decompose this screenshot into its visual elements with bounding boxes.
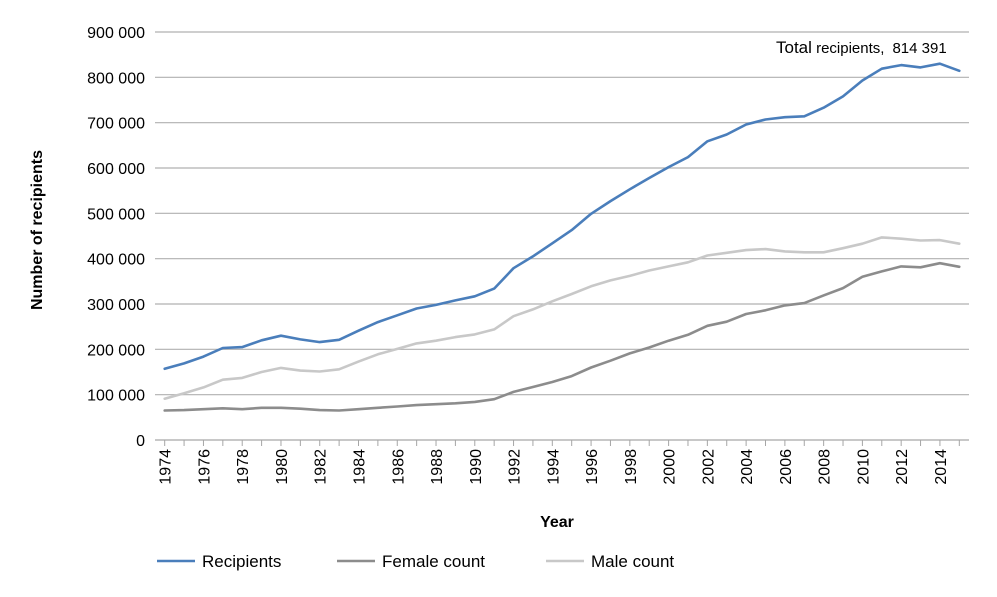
x-tick-label: 1980	[274, 449, 291, 485]
y-tick-label: 0	[136, 433, 145, 450]
annotation-text: recipients,	[812, 40, 885, 57]
y-tick-label: 600 000	[87, 161, 145, 178]
x-tick-label: 2012	[894, 449, 911, 485]
x-tick-label: 1984	[352, 449, 369, 485]
annotation-value: 814 391	[892, 40, 946, 57]
x-tick-label: 2010	[855, 449, 872, 485]
x-tick-label: 1974	[158, 449, 175, 485]
legend: Recipients Female count Male count	[157, 552, 674, 571]
annotation-bold: Total	[776, 38, 812, 57]
x-tick-label: 2006	[778, 449, 795, 485]
y-tick-label: 400 000	[87, 252, 145, 269]
x-tick-label: 1996	[584, 449, 601, 485]
x-tick-label: 1994	[545, 449, 562, 485]
series-lines	[163, 62, 961, 412]
x-tick-label: 1976	[196, 449, 213, 485]
legend-item-male-count: Male count	[546, 552, 674, 571]
x-tick-label: 1986	[390, 449, 407, 485]
x-tick-label: 2004	[739, 449, 756, 485]
x-tick-label: 2014	[933, 449, 950, 485]
y-axis-title: Number of recipients	[29, 150, 46, 310]
gridlines	[155, 31, 969, 396]
series-line-recipients	[163, 62, 961, 371]
legend-label: Male count	[591, 552, 674, 571]
x-tick-label: 2002	[700, 449, 717, 485]
series-line-female-count	[163, 261, 961, 412]
x-tick-label: 1978	[235, 449, 252, 485]
x-axis: 1974 1976 1978 1980 1982 1984 1986 1988 1990 1992…	[155, 439, 969, 485]
y-tick-label: 200 000	[87, 342, 145, 359]
x-tick-label: 1988	[429, 449, 446, 485]
y-tick-label: 900 000	[87, 25, 145, 42]
y-axis-tick-labels: 0 100 000 200 000 300 000 400 000 500 000 600 …	[87, 25, 145, 450]
legend-label: Female count	[382, 552, 485, 571]
total-annotation: Total recipients, 814 391	[776, 38, 947, 57]
y-tick-label: 800 000	[87, 70, 145, 87]
series-line-male-count	[163, 236, 961, 401]
x-tick-label: 1998	[623, 449, 640, 485]
legend-label: Recipients	[202, 552, 281, 571]
legend-item-female-count: Female count	[337, 552, 485, 571]
x-tick-label: 1990	[468, 449, 485, 485]
y-tick-label: 100 000	[87, 388, 145, 405]
x-tick-label: 1982	[313, 449, 330, 485]
x-tick-label: 1992	[507, 449, 524, 485]
y-tick-label: 700 000	[87, 116, 145, 133]
x-tick-label: 2008	[817, 449, 834, 485]
y-tick-label: 500 000	[87, 206, 145, 223]
x-axis-title: Year	[540, 514, 574, 531]
legend-item-recipients: Recipients	[157, 552, 281, 571]
y-tick-label: 300 000	[87, 297, 145, 314]
x-tick-label: 2000	[662, 449, 679, 485]
